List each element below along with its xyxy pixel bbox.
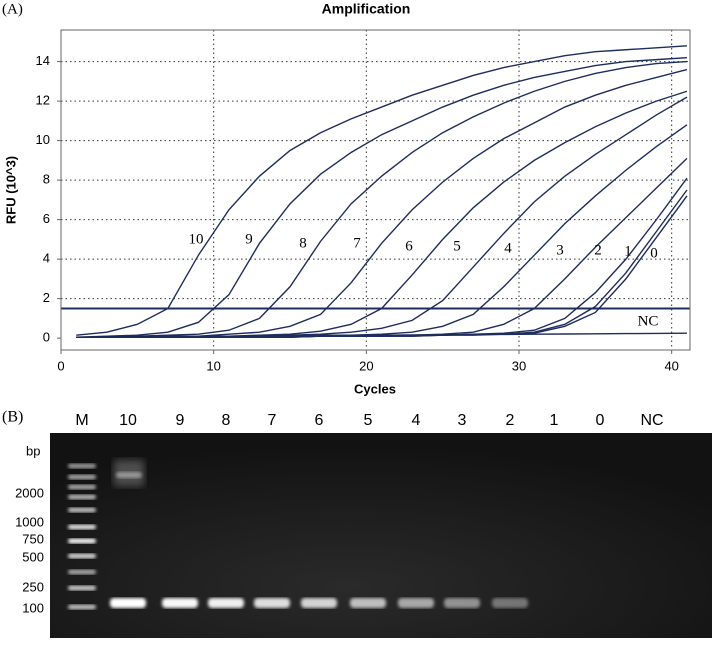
series-line — [76, 195, 688, 338]
ladder-band — [68, 538, 96, 544]
size-label: 2000 — [15, 485, 44, 500]
lane-label: 5 — [364, 412, 373, 429]
y-tick-label: 12 — [36, 93, 50, 108]
size-label: 250 — [22, 579, 44, 594]
x-tick-label: 40 — [664, 358, 678, 373]
series-label: 7 — [353, 235, 361, 251]
size-label: 100 — [22, 600, 44, 615]
ladder-band — [68, 553, 96, 559]
series-label: 0 — [650, 245, 658, 261]
lane-label: 4 — [412, 412, 421, 429]
x-axis-label: Cycles — [354, 381, 396, 396]
ladder-band — [68, 569, 96, 575]
x-tick-label: 0 — [57, 358, 64, 373]
ladder-band — [68, 524, 96, 530]
ladder-band — [68, 604, 96, 610]
series-label: 3 — [556, 242, 564, 258]
size-label: 500 — [22, 549, 44, 564]
size-label: 750 — [22, 531, 44, 546]
y-tick-label: 4 — [43, 251, 50, 266]
series-label: 10 — [189, 231, 204, 247]
lane-label: NC — [640, 412, 663, 429]
product-band — [301, 598, 337, 608]
series-line — [76, 60, 687, 338]
y-tick-label: 14 — [36, 53, 50, 68]
smear — [116, 472, 142, 478]
x-tick-label: 30 — [512, 358, 526, 373]
lane-label: 6 — [315, 412, 324, 429]
lane-label: 2 — [506, 412, 515, 429]
y-tick-label: 8 — [43, 172, 50, 187]
series-label: 4 — [504, 240, 512, 256]
ladder-band — [68, 463, 96, 469]
series-line — [76, 56, 687, 338]
lane-label: 7 — [268, 412, 277, 429]
size-label: bp — [26, 443, 40, 458]
series-label: NC — [638, 313, 659, 329]
ladder-band — [68, 484, 96, 490]
series-label: 9 — [245, 231, 253, 247]
product-band — [398, 598, 434, 608]
series-line — [76, 45, 687, 336]
ladder-band — [68, 507, 96, 513]
product-band — [492, 598, 528, 608]
series-label: 5 — [453, 238, 461, 254]
lane-label: 9 — [176, 412, 185, 429]
lane-label: 1 — [550, 412, 559, 429]
panel-label: (A) — [2, 1, 23, 17]
product-band — [350, 598, 386, 608]
series-label: 8 — [299, 235, 307, 251]
series-line — [76, 68, 688, 338]
panel-label: (B) — [2, 409, 23, 426]
series-line — [76, 189, 688, 338]
y-tick-label: 2 — [43, 290, 50, 305]
lane-label: 8 — [222, 412, 231, 429]
x-tick-label: 10 — [206, 358, 220, 373]
size-label: 1000 — [15, 514, 44, 529]
series-label: 1 — [624, 243, 632, 259]
y-axis-label: RFU (10^3) — [3, 156, 18, 224]
lane-label: 3 — [458, 412, 467, 429]
x-tick-label: 20 — [359, 358, 373, 373]
series-line — [76, 124, 688, 338]
y-tick-label: 10 — [36, 132, 50, 147]
lane-label: 0 — [596, 412, 605, 429]
plot-frame — [60, 29, 691, 351]
series-line — [76, 332, 687, 338]
chart-title: Amplification — [322, 1, 411, 17]
series-label: 6 — [405, 238, 413, 254]
product-band — [444, 598, 480, 608]
y-tick-label: 0 — [43, 330, 50, 345]
product-band — [208, 598, 244, 608]
ladder-band — [68, 585, 96, 591]
lane-label: M — [75, 412, 88, 429]
ladder-band — [68, 474, 96, 480]
product-band — [110, 598, 146, 608]
product-band — [254, 598, 290, 608]
series-label: 2 — [594, 242, 602, 258]
series-line — [76, 96, 688, 338]
ladder-band — [68, 494, 96, 500]
lane-label: 10 — [119, 412, 137, 429]
series-line — [76, 90, 688, 338]
y-tick-label: 6 — [43, 211, 50, 226]
product-band — [162, 598, 198, 608]
